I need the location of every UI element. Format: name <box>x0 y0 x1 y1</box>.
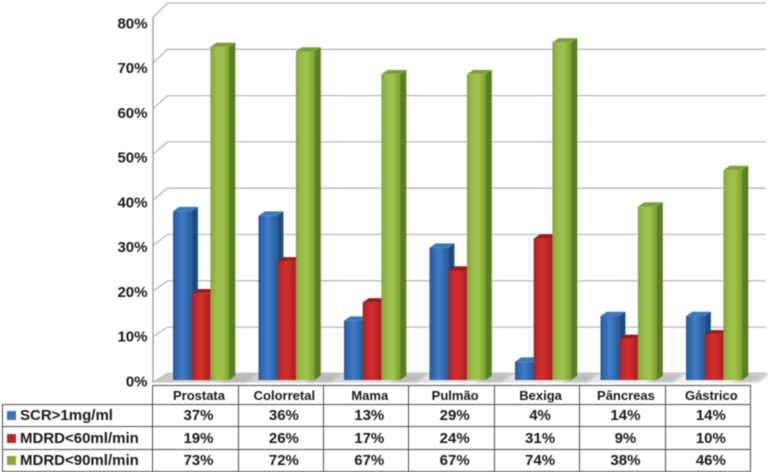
svg-text:20%: 20% <box>117 284 147 301</box>
svg-text:30%: 30% <box>117 239 147 256</box>
svg-text:70%: 70% <box>117 60 147 77</box>
svg-text:50%: 50% <box>117 150 147 167</box>
svg-text:60%: 60% <box>117 105 147 122</box>
svg-text:0%: 0% <box>126 373 148 390</box>
svg-text:80%: 80% <box>117 15 147 32</box>
svg-text:10%: 10% <box>117 329 147 346</box>
svg-text:40%: 40% <box>117 194 147 211</box>
